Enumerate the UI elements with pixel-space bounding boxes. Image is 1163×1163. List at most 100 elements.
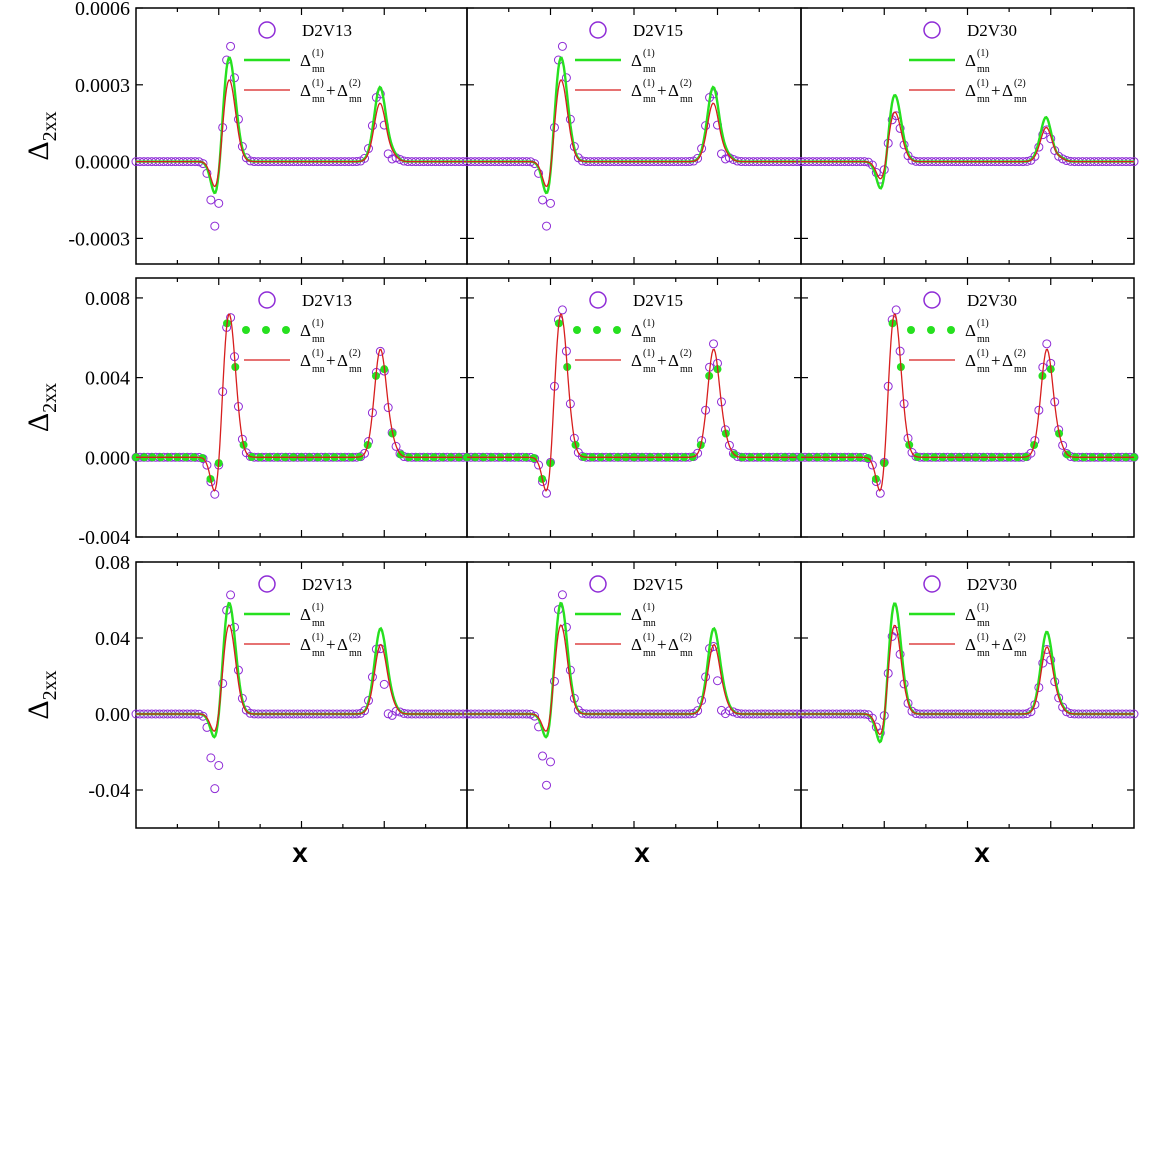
legend-marker-circle xyxy=(258,575,276,593)
series-line-red xyxy=(467,79,801,188)
legend-sub: mn xyxy=(643,94,656,105)
legend-plus: + xyxy=(657,635,667,654)
legend-marker-circle xyxy=(923,575,941,593)
legend-label-delta1: Δ xyxy=(965,321,976,340)
legend-label-delta1: Δ xyxy=(300,351,311,370)
legend-sup: (2) xyxy=(680,348,692,359)
legend-sub: mn xyxy=(643,64,656,75)
legend-marker-circle xyxy=(589,575,607,593)
data-point-circle xyxy=(867,460,877,470)
legend-label-delta1: Δ xyxy=(631,321,642,340)
data-point-circle xyxy=(206,753,216,763)
data-point-circle xyxy=(1058,440,1068,450)
data-point-circle xyxy=(1042,339,1052,349)
y-tick-label: -0.004 xyxy=(78,527,130,549)
legend-label-delta2: Δ xyxy=(1002,81,1013,100)
legend-sub: mn xyxy=(312,94,325,105)
series-line-green xyxy=(801,602,1134,744)
legend-marker-green-dot xyxy=(573,326,581,334)
legend-sub: mn xyxy=(1014,364,1027,375)
legend-marker-green-dot xyxy=(593,326,601,334)
legend-marker-green-dot xyxy=(262,326,270,334)
legend-label-delta2: Δ xyxy=(668,351,679,370)
panel-frame xyxy=(466,7,802,265)
y-tick-label: 0.08 xyxy=(95,552,130,574)
data-point-circle xyxy=(210,489,220,499)
data-point-circle xyxy=(716,149,726,159)
legend-sub: mn xyxy=(312,334,325,345)
series-line-green xyxy=(467,56,801,195)
y-tick-label: 0.0006 xyxy=(75,0,130,20)
legend-marker-circle xyxy=(258,21,276,39)
panel-frame xyxy=(135,277,468,538)
legend-sup: (1) xyxy=(643,348,655,359)
legend-sup: (1) xyxy=(977,348,989,359)
legend-sup: (2) xyxy=(680,78,692,89)
legend-sup: (2) xyxy=(349,348,361,359)
data-point-circle xyxy=(210,221,220,231)
x-axis-label-3: x xyxy=(974,837,990,868)
legend-label-delta1: Δ xyxy=(631,351,642,370)
series-line-red xyxy=(801,624,1134,736)
panel-frame xyxy=(135,7,468,265)
legend-marker-green-dot xyxy=(927,326,935,334)
data-point-circle xyxy=(391,441,401,451)
data-point-circle xyxy=(534,460,544,470)
y-tick-label: 0.004 xyxy=(85,368,130,390)
y-tick-label: 0.000 xyxy=(85,447,130,469)
legend-plus: + xyxy=(326,81,336,100)
legend-sub: mn xyxy=(680,94,693,105)
legend-sup: (1) xyxy=(643,78,655,89)
legend-label-delta1: Δ xyxy=(300,81,311,100)
legend-sup: (1) xyxy=(312,48,324,59)
legend-sub: mn xyxy=(643,648,656,659)
series-line-red xyxy=(136,313,467,492)
data-point-circle xyxy=(226,41,236,51)
legend-sup: (1) xyxy=(977,48,989,59)
data-point-circle xyxy=(557,590,567,600)
legend-label-delta1: Δ xyxy=(965,351,976,370)
legend-label-delta2: Δ xyxy=(668,635,679,654)
legend-sup: (1) xyxy=(977,632,989,643)
legend-plus: + xyxy=(657,81,667,100)
data-point-circle xyxy=(226,590,236,600)
legend-label: D2V30 xyxy=(967,291,1017,310)
legend-label-delta2: Δ xyxy=(1002,351,1013,370)
panel-frame xyxy=(800,277,1135,538)
data-point-circle xyxy=(210,784,220,794)
y-tick-label: -0.04 xyxy=(88,780,130,802)
series-line-green xyxy=(801,93,1134,190)
legend-sub: mn xyxy=(312,64,325,75)
legend-label: D2V30 xyxy=(967,575,1017,594)
series-line-red xyxy=(467,313,801,492)
data-point-circle xyxy=(546,198,555,208)
legend-label: D2V13 xyxy=(302,21,352,40)
data-point-circle xyxy=(530,711,540,721)
legend-sup: (2) xyxy=(680,632,692,643)
legend-marker-green-dot xyxy=(907,326,915,334)
data-point-circle xyxy=(214,198,224,208)
series-line-red xyxy=(801,313,1134,492)
data-point-circle xyxy=(198,159,208,169)
y-tick-label: 0.0003 xyxy=(75,75,130,97)
data-point-circle xyxy=(538,195,548,205)
legend-sub: mn xyxy=(349,364,362,375)
axes-layer xyxy=(135,7,1135,829)
legend-sup: (1) xyxy=(643,48,655,59)
legend-label: D2V15 xyxy=(633,575,683,594)
data-point-circle xyxy=(549,676,559,686)
legend-label: D2V13 xyxy=(302,575,352,594)
x-axis-label-2: x xyxy=(634,837,650,868)
legend-label: D2V15 xyxy=(633,291,683,310)
data-point-circle xyxy=(709,339,719,349)
legend-plus: + xyxy=(326,635,336,654)
legend-marker-circle xyxy=(923,291,941,309)
data-point-circle xyxy=(891,305,901,315)
data-point-circle xyxy=(206,195,216,205)
legend-sub: mn xyxy=(349,648,362,659)
legend-marker-circle xyxy=(589,21,607,39)
legend-plus: + xyxy=(991,351,1001,370)
legend-label-delta1: Δ xyxy=(631,635,642,654)
legend-marker-circle xyxy=(589,291,607,309)
